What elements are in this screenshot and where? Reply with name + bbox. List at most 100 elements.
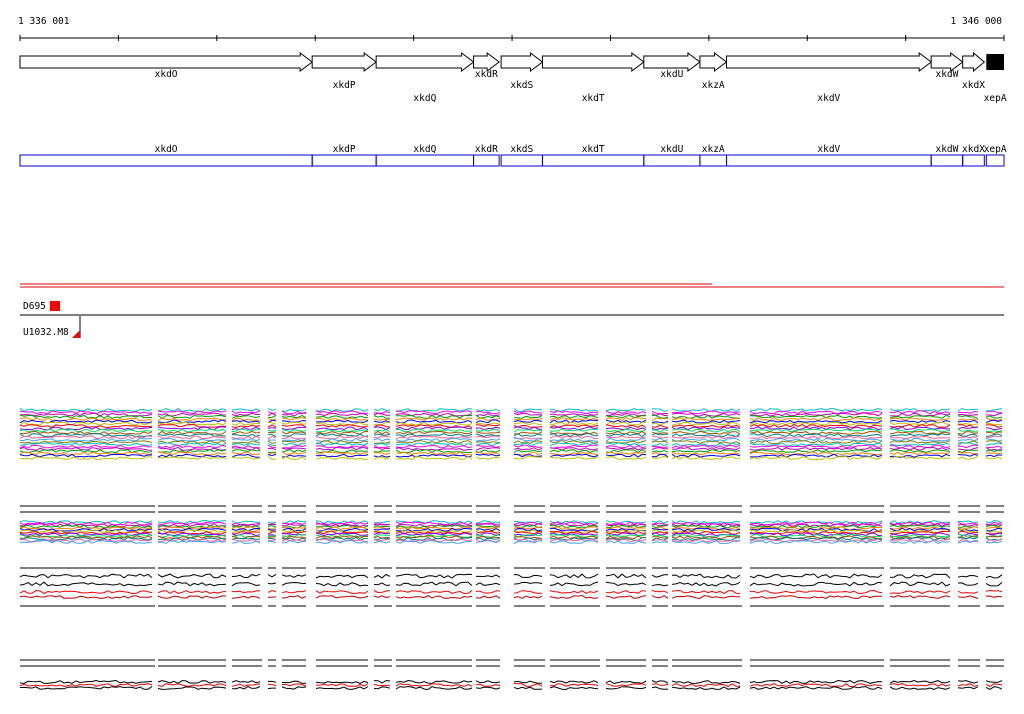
expression-line [231, 456, 261, 460]
expression-line [605, 581, 647, 587]
expression-line [889, 686, 951, 690]
expression-line [157, 449, 227, 454]
expression-line [373, 447, 391, 450]
expression-line [282, 417, 307, 421]
expression-line [651, 534, 669, 538]
expression-line [373, 686, 391, 690]
expression-line [316, 428, 369, 433]
red-coverage-lines [20, 283, 1004, 288]
expression-line [157, 423, 227, 428]
expression-line [513, 447, 543, 451]
expression-line [889, 410, 951, 415]
expression-line [281, 424, 307, 428]
gene-label: xkdX [962, 80, 985, 91]
gene-label: xkdP [333, 80, 356, 91]
expression-line [19, 453, 153, 458]
gene-label: xkdQ [413, 93, 436, 104]
expression-line [267, 421, 277, 425]
expression-line [651, 680, 669, 684]
expression-line [157, 519, 227, 524]
expression-line [985, 427, 1003, 431]
expression-line [19, 595, 153, 599]
expression-line [157, 407, 227, 412]
expression-line [985, 540, 1003, 544]
expression-line [395, 594, 473, 599]
expression-line [373, 415, 391, 419]
ruler-start-label: 1 336 001 [18, 16, 70, 27]
feature-triangle-u1032 [72, 330, 80, 338]
expression-line [267, 531, 277, 535]
expression-line [157, 410, 227, 414]
expression-line [373, 452, 391, 456]
expression-line [475, 595, 501, 599]
transcript-label: xkdO [155, 144, 178, 155]
expression-line [985, 595, 1003, 598]
expression-line [19, 421, 153, 426]
expression-line [671, 535, 741, 540]
expression-line [267, 453, 277, 457]
expression-line [20, 437, 153, 442]
expression-line [475, 590, 501, 594]
expression-line [157, 456, 227, 460]
expression-line [550, 413, 599, 417]
expression-line [231, 424, 261, 429]
expression-line [267, 435, 277, 440]
expression-line [889, 536, 951, 541]
expression-line [651, 440, 669, 443]
expression-line [231, 590, 261, 594]
expression-line [985, 437, 1003, 442]
expression-line [605, 414, 647, 419]
expression-line [749, 530, 883, 535]
expression-line [513, 530, 543, 535]
expression-line [19, 410, 153, 415]
expression-line [315, 435, 369, 440]
expression-line [267, 683, 277, 687]
expression-line [957, 521, 979, 525]
expression-line [395, 523, 473, 527]
expression-line [231, 451, 261, 456]
expression-line [605, 595, 647, 599]
expression-line [671, 451, 741, 456]
expression-line [373, 537, 391, 541]
expression-line [281, 590, 307, 594]
transcript-label: xkdX [962, 144, 985, 155]
expression-line [315, 526, 369, 531]
expression-line [396, 414, 473, 419]
expression-line [749, 453, 883, 458]
expression-line [549, 680, 599, 684]
expression-line [889, 532, 951, 537]
expression-line [671, 444, 741, 449]
transcript-box-xkdu [643, 154, 701, 167]
expression-line [549, 421, 599, 426]
expression-line [19, 419, 153, 424]
expression-line [19, 426, 153, 431]
expression-line [749, 529, 883, 534]
expression-line [19, 435, 153, 440]
expression-line [957, 438, 979, 442]
expression-line [395, 445, 473, 449]
expression-line [985, 527, 1003, 532]
expression-line [231, 446, 261, 451]
expression-line [957, 413, 979, 417]
expression-line [605, 421, 647, 426]
expression-line [267, 521, 277, 524]
expression-line [475, 686, 501, 690]
expression-line [231, 421, 261, 426]
transcript-label: xkdU [660, 144, 683, 155]
expression-line [281, 410, 307, 415]
expression-line [651, 522, 669, 525]
expression-line [395, 435, 473, 440]
expression-line [267, 524, 277, 528]
expression-line [889, 540, 951, 545]
expression-line [281, 522, 307, 526]
expression-line [315, 582, 369, 587]
expression-line [549, 683, 599, 687]
expression-line [281, 412, 307, 417]
expression-line [281, 526, 307, 531]
expression-line [475, 428, 501, 433]
expression-line [671, 538, 741, 543]
expression-line [281, 686, 307, 690]
expression-line [985, 415, 1003, 419]
expression-line [513, 595, 543, 599]
expression-line [671, 595, 741, 599]
